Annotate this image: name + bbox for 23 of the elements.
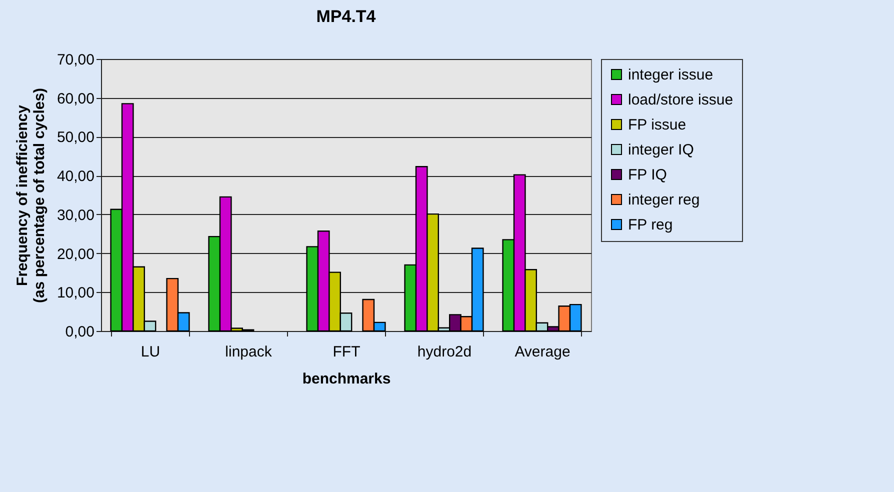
y-tick-label: 0,00 [65,324,94,340]
y-tick-label: 60,00 [56,90,94,108]
y-axis-title: Frequency of inefficiency (as percentage of total cycles) [14,88,48,304]
x-tick-label: linpack [225,344,272,360]
legend-label: load/store issue [628,92,734,108]
legend-label: FP issue [628,116,686,134]
legend-label: integer IQ [628,142,694,158]
x-tick-label: FFT [332,344,360,360]
x-tick-label: LU [140,344,160,360]
chart-title: MP4.T4 [316,7,376,26]
x-tick-label: hydro2d [417,344,472,360]
y-tick-label: 40,00 [56,168,94,186]
x-tick-label: Average [514,344,570,360]
legend-label: FP reg [628,216,673,234]
x-axis-title: benchmarks [302,370,391,388]
y-tick-label: 20,00 [56,246,94,263]
y-tick-label: 50,00 [56,129,94,146]
y-tick-label: 30,00 [56,206,94,224]
legend-label: integer reg [628,192,700,208]
legend-label: integer issue [628,66,714,84]
y-tick-label: 70,00 [56,52,94,68]
legend-label: FP IQ [628,166,667,184]
y-tick-label: 10,00 [56,284,94,302]
